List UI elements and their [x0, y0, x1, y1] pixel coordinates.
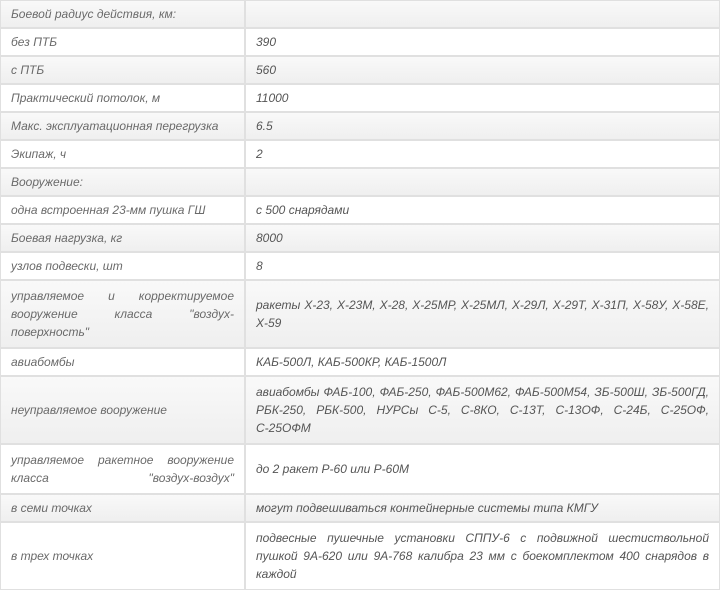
table-row: Боевая нагрузка, кг8000 [0, 224, 720, 252]
spec-value: ракеты Х-23, Х-23М, Х-28, Х-25МР, Х-25МЛ… [245, 280, 720, 348]
spec-value: 6.5 [245, 112, 720, 140]
table-row: узлов подвески, шт8 [0, 252, 720, 280]
specifications-table: Боевой радиус действия, км:без ПТБ390с П… [0, 0, 720, 590]
spec-label: управляемое и корректируемое вооружение … [0, 280, 245, 348]
table-row: в семи точкахмогут подвешиваться контейн… [0, 494, 720, 522]
spec-value: до 2 ракет Р-60 или Р-60М [245, 444, 720, 494]
spec-value: 8 [245, 252, 720, 280]
spec-label: Боевой радиус действия, км: [0, 0, 245, 28]
spec-label: управляемое ракетное вооружение класса "… [0, 444, 245, 494]
table-row: Экипаж, ч2 [0, 140, 720, 168]
spec-label: неуправляемое вооружение [0, 376, 245, 444]
spec-value: 2 [245, 140, 720, 168]
spec-value: подвесные пушечные установки СППУ-6 с по… [245, 522, 720, 590]
table-row: одна встроенная 23-мм пушка ГШс 500 снар… [0, 196, 720, 224]
table-body: Боевой радиус действия, км:без ПТБ390с П… [0, 0, 720, 590]
spec-value: могут подвешиваться контейнерные системы… [245, 494, 720, 522]
spec-value: 390 [245, 28, 720, 56]
table-row: неуправляемое вооружениеавиабомбы ФАБ-10… [0, 376, 720, 444]
table-row: Макс. эксплуатационная перегрузка6.5 [0, 112, 720, 140]
spec-value: КАБ-500Л, КАБ-500КР, КАБ-1500Л [245, 348, 720, 376]
table-row: управляемое и корректируемое вооружение … [0, 280, 720, 348]
spec-label: Боевая нагрузка, кг [0, 224, 245, 252]
spec-label: Экипаж, ч [0, 140, 245, 168]
spec-label: Практический потолок, м [0, 84, 245, 112]
spec-value: 11000 [245, 84, 720, 112]
spec-label: без ПТБ [0, 28, 245, 56]
table-row: управляемое ракетное вооружение класса "… [0, 444, 720, 494]
table-row: без ПТБ390 [0, 28, 720, 56]
spec-label: в трех точках [0, 522, 245, 590]
table-row: авиабомбыКАБ-500Л, КАБ-500КР, КАБ-1500Л [0, 348, 720, 376]
spec-label: узлов подвески, шт [0, 252, 245, 280]
spec-label: с ПТБ [0, 56, 245, 84]
spec-label: Вооружение: [0, 168, 245, 196]
spec-value [245, 0, 720, 28]
spec-label: в семи точках [0, 494, 245, 522]
table-row: Практический потолок, м11000 [0, 84, 720, 112]
table-row: с ПТБ560 [0, 56, 720, 84]
spec-value: 8000 [245, 224, 720, 252]
table-row: Боевой радиус действия, км: [0, 0, 720, 28]
spec-value [245, 168, 720, 196]
spec-label: Макс. эксплуатационная перегрузка [0, 112, 245, 140]
spec-value: авиабомбы ФАБ-100, ФАБ-250, ФАБ-500М62, … [245, 376, 720, 444]
spec-value: с 500 снарядами [245, 196, 720, 224]
table-row: Вооружение: [0, 168, 720, 196]
spec-value: 560 [245, 56, 720, 84]
spec-label: авиабомбы [0, 348, 245, 376]
table-row: в трех точкахподвесные пушечные установк… [0, 522, 720, 590]
spec-label: одна встроенная 23-мм пушка ГШ [0, 196, 245, 224]
